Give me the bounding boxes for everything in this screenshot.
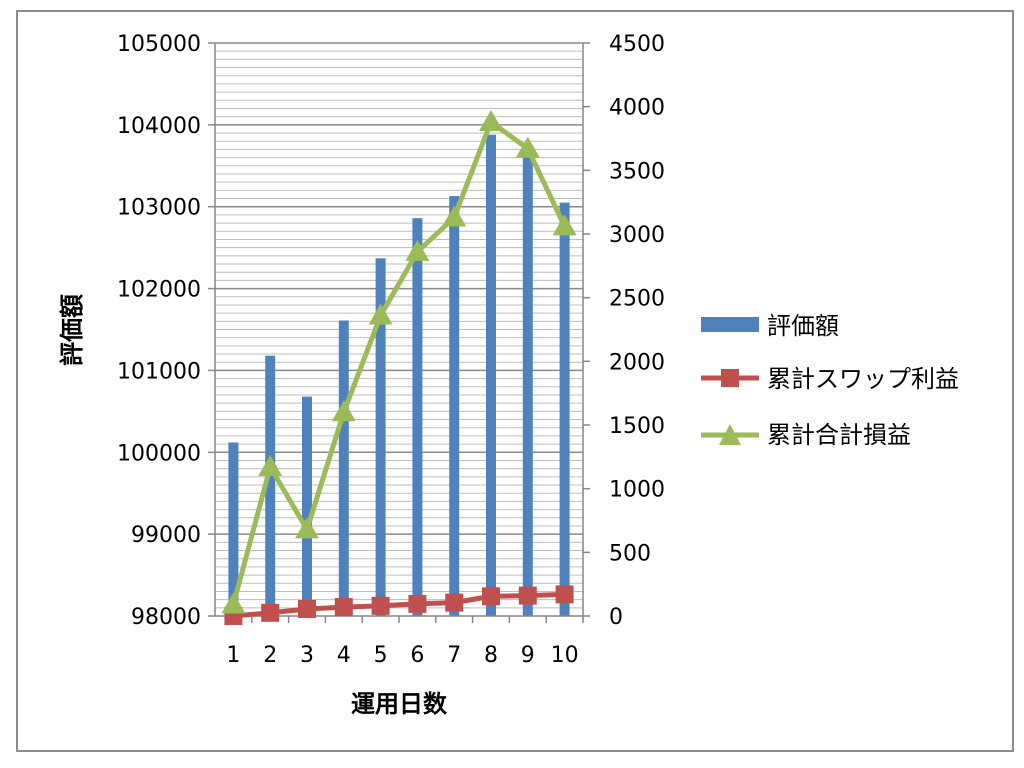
y2-tick-label: 2000 (609, 350, 665, 375)
x-tick-label: 1 (226, 643, 240, 668)
x-tick-label: 5 (374, 643, 388, 668)
bar (522, 154, 533, 616)
y2-tick-label: 1000 (609, 478, 665, 503)
triangle-point (515, 136, 540, 158)
line-series (221, 109, 577, 625)
bar (559, 202, 570, 616)
chart-frame: 98000 99000 100000 101000 102000 103000 104000… (16, 10, 1014, 752)
legend-swatch-bar (701, 317, 759, 332)
bar-series (228, 134, 570, 616)
bar (302, 396, 312, 616)
gridlines (215, 42, 583, 609)
x-axis-title: 運用日数 (351, 690, 448, 718)
bar (412, 218, 423, 616)
x-tick-label: 8 (484, 643, 498, 668)
legend-label-swap: 累計スワップ利益 (767, 365, 959, 393)
y-tick-label: 101000 (117, 359, 201, 384)
triangle-point (331, 400, 356, 422)
x-tick-labels: 1 2 3 4 5 6 7 8 9 10 (226, 616, 584, 668)
y-tick-label: 99000 (131, 523, 201, 548)
x-tick-label: 6 (410, 643, 424, 668)
y2-tick-label: 2500 (609, 287, 665, 312)
bar (228, 442, 239, 616)
x-tick-label: 3 (300, 643, 314, 668)
y2-tick-label: 1500 (609, 414, 665, 439)
legend-label-bar: 評価額 (767, 312, 839, 340)
legend: 評価額 累計スワップ利益 累計合計損益 (701, 312, 959, 449)
square-point (445, 593, 464, 612)
y-tick-label: 100000 (117, 441, 201, 466)
y-tick-label: 105000 (117, 32, 201, 57)
y2-tick-labels: 0 500 1000 1500 2000 2500 3000 3500 4000 4500 (583, 32, 665, 630)
x-tick-label: 9 (521, 643, 535, 668)
y-tick-label: 98000 (131, 605, 201, 630)
triangle-point (295, 517, 319, 539)
y-tick-label: 102000 (117, 278, 201, 303)
triangle-point (442, 205, 467, 227)
square-point (334, 598, 353, 617)
legend-marker-triangle (719, 424, 741, 445)
square-point (298, 599, 316, 618)
legend-label-total: 累計合計損益 (767, 421, 911, 449)
square-point (482, 587, 500, 606)
bar (338, 320, 349, 616)
square-point (371, 596, 390, 615)
bar (449, 196, 460, 616)
triangle-point (552, 214, 577, 236)
triangle-point (221, 592, 246, 614)
triangle-point (405, 239, 430, 261)
series-line-2 (230, 119, 567, 606)
legend-marker-square (721, 369, 739, 387)
y2-tick-label: 4500 (609, 32, 665, 57)
square-point (518, 586, 537, 605)
square-point (408, 594, 427, 613)
triangle-point (479, 109, 503, 131)
chart-svg: 9800099000100000101000102000103000104000… (58, 32, 959, 718)
triangle-point (368, 303, 393, 325)
square-point (555, 585, 574, 604)
x-tick-label: 4 (337, 643, 351, 668)
y-axis-title: 評価額 (58, 294, 86, 366)
series-line-1 (233, 591, 565, 619)
y-tick-label: 103000 (117, 196, 201, 221)
x-tick-label: 7 (447, 643, 461, 668)
x-tick-label: 2 (263, 643, 277, 668)
bar (486, 134, 496, 616)
y-tick-label: 104000 (117, 114, 201, 139)
y2-tick-label: 3500 (609, 159, 665, 184)
x-tick-label: 10 (551, 643, 579, 668)
y2-tick-label: 500 (609, 541, 651, 566)
triangle-point (258, 455, 283, 477)
y2-tick-label: 0 (609, 605, 623, 630)
y2-tick-label: 3000 (609, 223, 665, 248)
y2-tick-label: 4000 (609, 96, 665, 121)
square-point (261, 603, 280, 622)
bar (265, 355, 276, 616)
bar (375, 258, 386, 616)
y-tick-labels: 98000 99000 100000 101000 102000 103000 104000… (117, 32, 215, 630)
